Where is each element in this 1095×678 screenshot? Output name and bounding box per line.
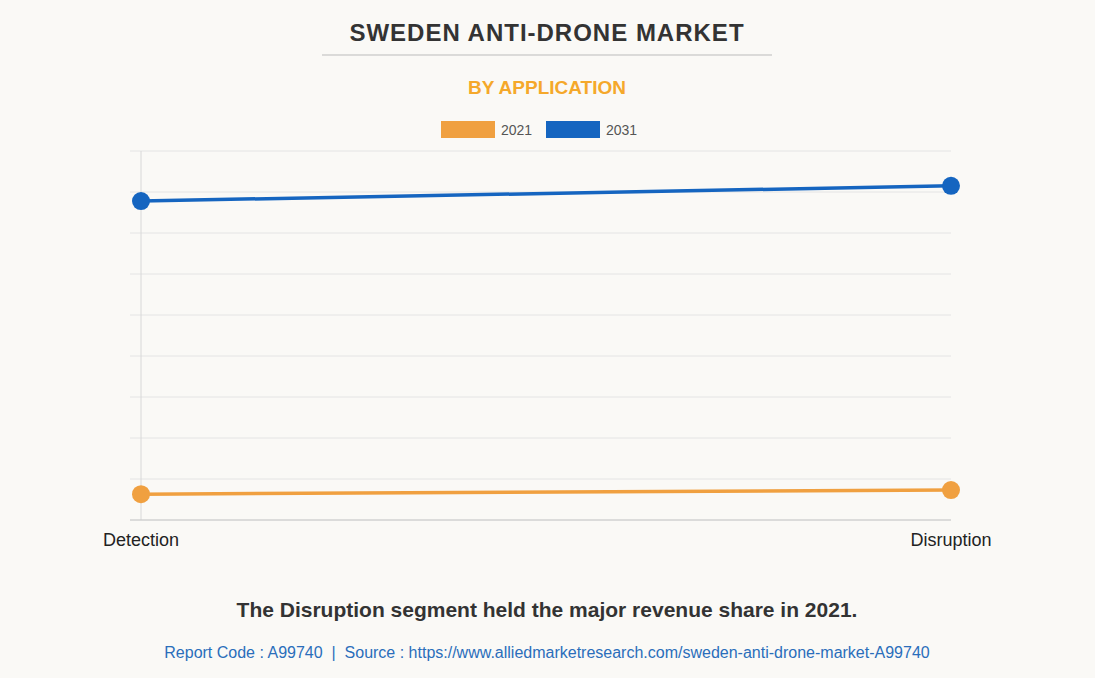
- grid-line: [130, 479, 951, 480]
- title-underline: [322, 55, 772, 56]
- grid-line: [130, 520, 951, 521]
- point-marker: [132, 485, 150, 503]
- legend-swatch: [441, 121, 495, 138]
- title: SWEDEN ANTI-DRONE MARKET: [349, 19, 744, 46]
- x-axis: [130, 520, 951, 521]
- legend: 2021 2031: [441, 121, 637, 138]
- legend-swatch: [546, 121, 600, 138]
- caption: The Disruption segment held the major re…: [237, 598, 858, 621]
- subtitle: BY APPLICATION: [468, 77, 626, 98]
- data-group: [132, 177, 960, 503]
- point-marker: [942, 481, 960, 499]
- grid-line: [130, 274, 951, 275]
- series-line: [141, 490, 951, 494]
- grid-line: [130, 397, 951, 398]
- point-marker: [942, 177, 960, 195]
- x-tick-label: Disruption: [910, 530, 991, 550]
- x-tick-label: Detection: [103, 530, 179, 550]
- grid-line: [130, 315, 951, 316]
- grid-line: [130, 151, 951, 152]
- chart: SWEDEN ANTI-DRONE MARKET BY APPLICATION De…: [0, 0, 1095, 678]
- legend-label: 2021: [501, 122, 532, 138]
- legend-label: 2031: [606, 122, 637, 138]
- grid-line: [130, 233, 951, 234]
- grid-line: [130, 438, 951, 439]
- source: Report Code : A99740 | Source : https://…: [164, 644, 930, 661]
- grid-line: [130, 356, 951, 357]
- point-marker: [132, 192, 150, 210]
- series-line: [141, 186, 951, 201]
- background: [0, 0, 1095, 678]
